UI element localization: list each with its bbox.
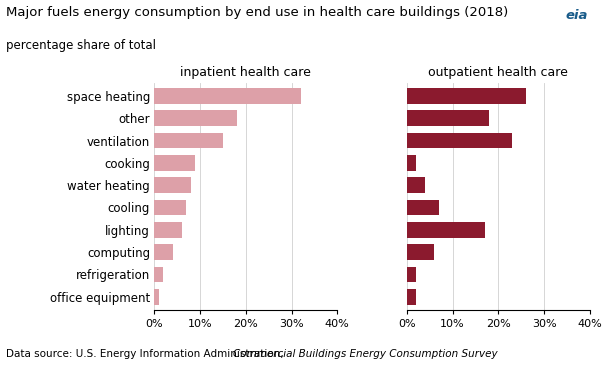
Text: percentage share of total: percentage share of total [6, 39, 156, 51]
Bar [407, 110, 489, 126]
Bar [154, 266, 163, 282]
Bar [154, 177, 191, 193]
Title: inpatient health care: inpatient health care [180, 66, 311, 79]
Bar [154, 200, 186, 215]
Bar [407, 177, 425, 193]
Bar [407, 266, 416, 282]
Bar [154, 155, 195, 171]
Bar [154, 244, 172, 260]
Bar [407, 244, 434, 260]
Text: eia: eia [566, 9, 588, 22]
Bar [407, 88, 526, 104]
Bar [407, 222, 485, 237]
Text: Data source: U.S. Energy Information Administration,: Data source: U.S. Energy Information Adm… [6, 349, 287, 359]
Text: Major fuels energy consumption by end use in health care buildings (2018): Major fuels energy consumption by end us… [6, 6, 508, 18]
Bar [407, 155, 416, 171]
Bar [154, 133, 223, 148]
Bar [407, 289, 416, 305]
Bar [154, 110, 237, 126]
Bar [407, 200, 439, 215]
Text: Commercial Buildings Energy Consumption Survey: Commercial Buildings Energy Consumption … [233, 349, 497, 359]
Bar [407, 133, 512, 148]
Bar [154, 222, 182, 237]
Bar [154, 289, 159, 305]
Bar [154, 88, 301, 104]
Title: outpatient health care: outpatient health care [428, 66, 568, 79]
